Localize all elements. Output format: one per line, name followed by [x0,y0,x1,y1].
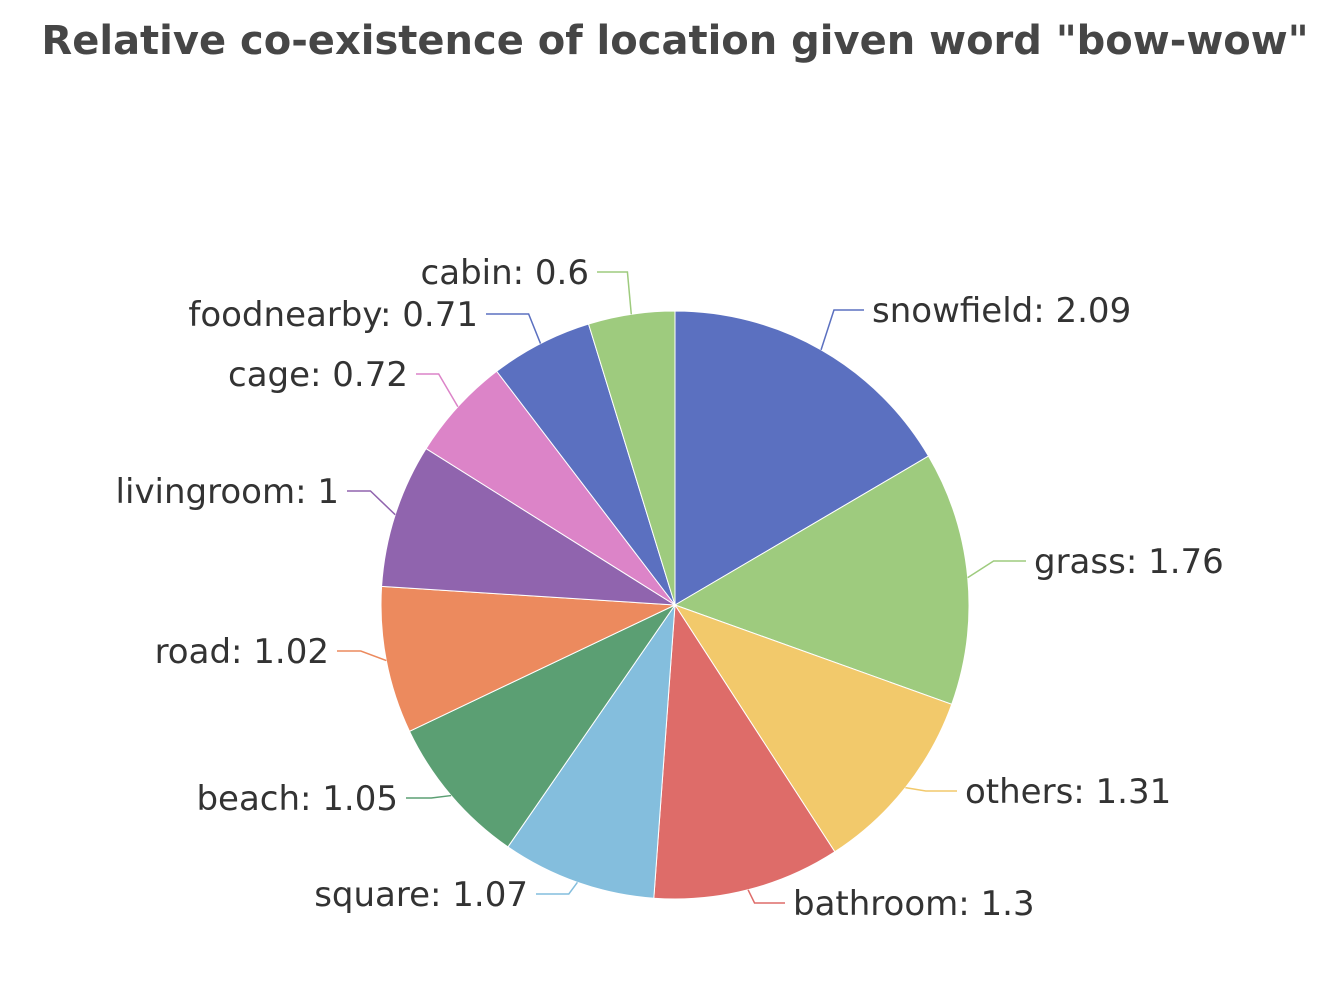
leader-line-snowfield [820,309,864,351]
leader-line-cage [416,373,459,408]
pie-slice-road[interactable] [380,585,677,732]
slice-label-cage: cage: 0.72 [228,355,408,395]
leader-line-square [536,881,579,895]
pie-slice-beach[interactable] [408,603,677,848]
leader-line-others [905,786,957,792]
slice-labels: snowfield: 2.09 grass: 1.76 others: 1.31 ba… [116,253,1224,924]
slice-label-cabin: cabin: 0.6 [421,253,589,293]
leader-line-livingroom [347,490,396,516]
pie-slice-bathroom[interactable] [653,603,836,900]
chart-title: Relative co-existence of location given … [41,18,1309,64]
pie-slice-livingroom[interactable] [381,447,676,606]
slice-label-road: road: 1.02 [155,632,329,672]
leader-line-foodnearby [486,313,542,344]
pie-slice-grass[interactable] [673,455,970,705]
slice-label-bathroom: bathroom: 1.3 [793,884,1035,924]
leader-line-grass [967,560,1026,579]
leader-line-bathroom [747,889,785,904]
slice-label-livingroom: livingroom: 1 [116,472,339,512]
slice-label-others: others: 1.31 [965,772,1171,812]
pie-slice-cabin[interactable] [587,310,676,606]
pie-slice-snowfield[interactable] [674,310,930,606]
pie-slice-others[interactable] [673,604,953,853]
leader-line-cabin [597,271,633,315]
slice-label-foodnearby: foodnearby: 0.71 [188,295,478,335]
leader-line-beach [406,794,452,799]
slice-label-snowfield: snowfield: 2.09 [872,291,1131,331]
slice-label-square: square: 1.07 [314,875,528,915]
pie-slice-square[interactable] [507,603,676,899]
label-leader-lines [337,271,1026,904]
pie-slices [380,310,970,900]
slice-label-grass: grass: 1.76 [1034,542,1224,582]
leader-line-road [337,650,387,662]
slice-label-beach: beach: 1.05 [196,779,398,819]
